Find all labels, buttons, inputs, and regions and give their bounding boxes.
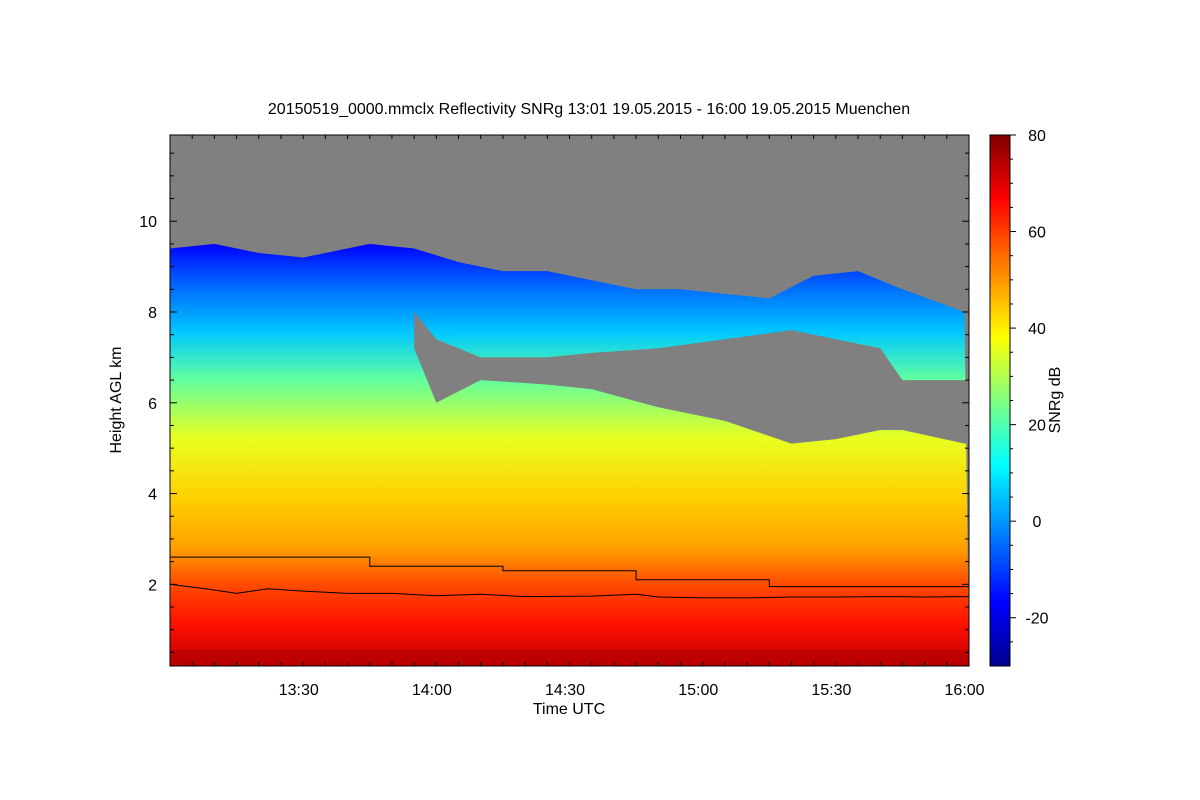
overlay-lines — [170, 556, 969, 599]
y-tick-label: 2 — [148, 577, 157, 594]
colorbar-tick-label: 80 — [1028, 128, 1046, 145]
echo-gap-region — [414, 312, 969, 444]
colorbar-tick-label: 40 — [1028, 321, 1046, 338]
colorbar-tick-label: 0 — [1033, 514, 1042, 531]
colorbar — [989, 134, 1011, 667]
x-tick-label: 15:00 — [678, 682, 718, 699]
chart-title: 20150519_0000.mmclx Reflectivity SNRg 13… — [268, 101, 910, 118]
colorbar-axis: -20 0 20 40 60 80 — [1010, 128, 1049, 643]
colorbar-tick-label: -20 — [1025, 611, 1048, 628]
echo-region — [170, 243, 969, 666]
y-axis: 2 4 6 8 10 — [139, 152, 969, 653]
overlay-series-2 — [170, 583, 969, 599]
x-tick-label: 16:00 — [945, 682, 985, 699]
y-tick-label: 10 — [139, 214, 157, 231]
colorbar-tick-label: 60 — [1028, 225, 1046, 242]
x-tick-label: 14:00 — [412, 682, 452, 699]
plot-area — [170, 135, 969, 666]
x-axis-label: Time UTC — [533, 701, 605, 718]
y-tick-label: 4 — [148, 487, 157, 504]
colorbar-label: SNRg dB — [1047, 367, 1064, 434]
y-tick-label: 8 — [148, 305, 157, 322]
x-tick-label: 14:30 — [545, 682, 585, 699]
x-axis: 13:30 14:00 14:30 15:00 15:30 16:00 — [169, 135, 985, 699]
y-axis-label: Height AGL km — [108, 346, 125, 453]
x-tick-label: 13:30 — [279, 682, 319, 699]
x-tick-label: 15:30 — [811, 682, 851, 699]
y-tick-label: 6 — [148, 396, 157, 413]
colorbar-tick-label: 20 — [1028, 418, 1046, 435]
overlay-series-1 — [170, 556, 969, 588]
